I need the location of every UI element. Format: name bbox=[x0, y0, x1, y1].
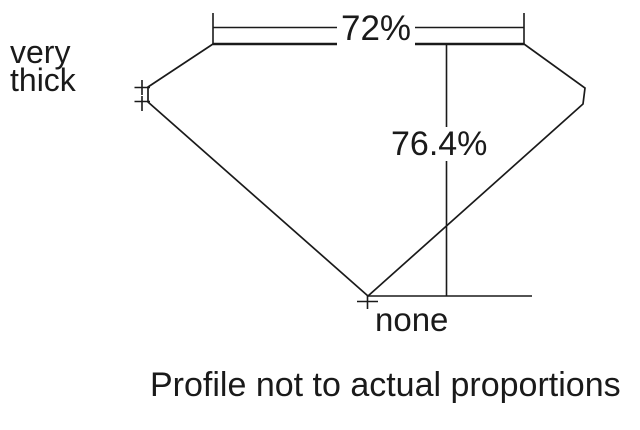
total-depth-percent-label: 76.4% bbox=[388, 127, 491, 161]
diamond-outline bbox=[147, 43, 586, 298]
girdle-thickness-label: very thick bbox=[10, 34, 76, 98]
culet-label: none bbox=[375, 301, 449, 338]
girdle-bottom-tick bbox=[134, 96, 150, 111]
proportions-caption: Profile not to actual proportions bbox=[150, 366, 621, 404]
girdle-top-tick bbox=[134, 80, 150, 95]
culet-crosshair bbox=[357, 295, 378, 309]
line-work bbox=[134, 13, 586, 309]
table-width-percent-label: 72% bbox=[337, 11, 416, 46]
